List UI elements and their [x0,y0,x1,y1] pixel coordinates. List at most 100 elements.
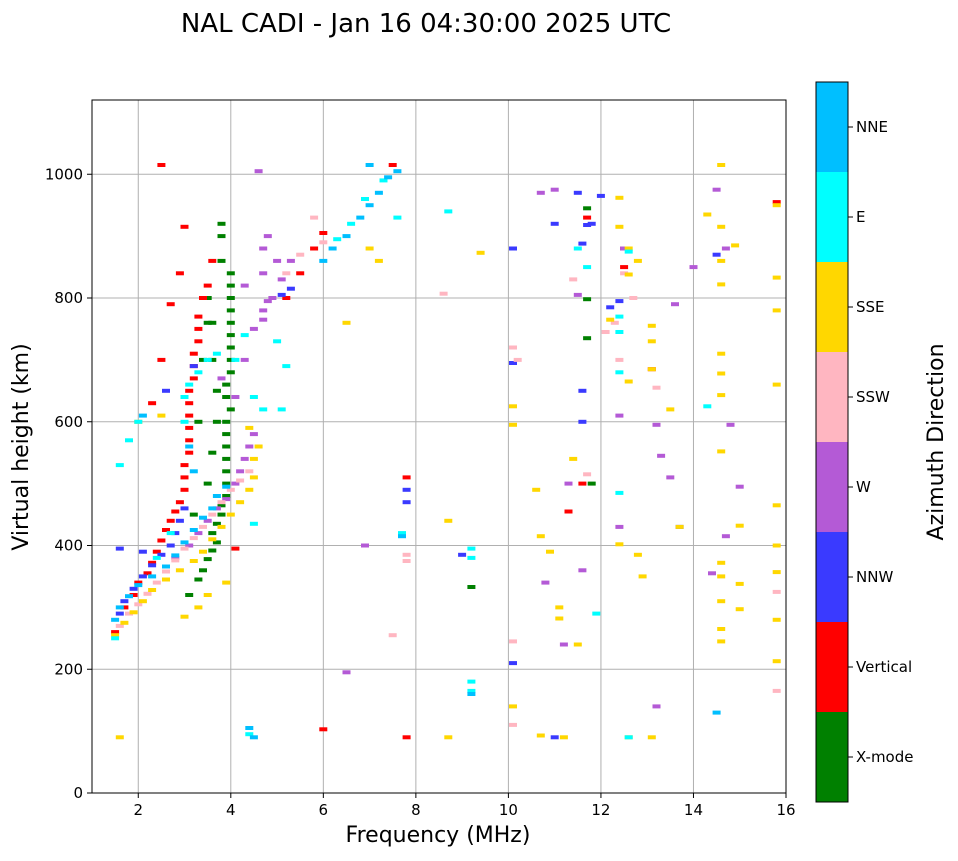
data-point [365,163,374,167]
data-point [467,585,476,589]
data-point [180,487,189,492]
data-point [564,481,573,486]
data-point [185,382,194,387]
data-point [226,407,235,412]
y-tick-label: 600 [54,413,83,431]
data-point [509,661,517,666]
y-tick-label: 800 [54,289,83,307]
data-point [189,528,198,532]
data-point [601,330,610,334]
data-point [208,357,217,362]
colorbar-segment [816,352,848,442]
data-point [467,546,476,551]
data-point [171,555,180,560]
data-point [731,243,740,248]
data-point [550,735,559,740]
data-point [222,419,231,424]
data-point [624,735,633,740]
data-point [157,357,166,362]
data-point [162,564,170,569]
data-point [162,569,170,574]
x-tick-label: 12 [591,801,610,819]
data-point [217,258,226,263]
data-point [203,593,212,597]
data-point [509,361,517,365]
data-point [175,271,184,276]
colorbar-tick-label: SSW [856,388,890,406]
data-point [231,357,240,362]
colorbar-tick-label: NNE [856,118,888,136]
data-point [245,487,254,492]
data-point [185,401,194,406]
data-point [249,521,258,526]
y-tick-label: 0 [73,784,83,802]
data-point [388,163,397,167]
data-point [652,385,661,390]
data-point [180,475,189,480]
data-point [231,395,240,399]
data-point [185,444,194,449]
data-point [212,388,221,393]
data-point [717,627,726,631]
data-point [319,727,328,732]
data-point [194,419,203,424]
data-point [249,735,258,740]
data-point [772,200,781,205]
series-e [111,178,712,740]
data-point [171,558,180,563]
data-point [134,583,143,588]
data-point [398,531,406,536]
data-point [115,605,124,610]
data-point [513,357,522,362]
data-point [546,549,554,554]
data-point [166,543,175,548]
data-point [573,190,582,195]
data-point [171,531,180,536]
data-point [615,314,624,319]
data-point [222,444,231,449]
data-point [148,401,157,406]
data-point [550,187,559,192]
data-point [148,560,157,565]
data-point [208,548,217,553]
data-point [772,688,781,693]
data-point [125,611,133,616]
data-point [615,370,624,375]
data-point [212,540,221,545]
data-point [402,552,411,557]
data-point [226,333,235,338]
data-point [310,246,319,251]
x-axis-label: Frequency (MHz) [346,823,531,848]
data-point [254,444,263,449]
data-point [726,422,735,427]
data-point [185,425,194,430]
data-point [222,395,231,399]
data-point [180,419,189,424]
data-point [772,382,781,387]
data-point [717,599,726,604]
data-point [717,560,726,565]
data-point [509,722,517,727]
data-point [189,376,198,381]
data-point [157,552,166,557]
data-point [254,169,263,174]
data-point [277,292,286,297]
data-point [180,506,189,511]
data-point [721,246,730,251]
data-point [217,376,226,381]
data-point [717,393,726,398]
data-point [162,388,170,393]
data-point [240,456,249,461]
grid-lines [92,100,787,794]
data-point [157,163,166,167]
data-point [393,215,402,220]
data-point [189,364,198,369]
data-point [583,223,592,227]
data-point [249,475,258,480]
data-point [712,252,721,257]
data-point [620,265,629,270]
data-point [509,639,517,644]
data-point [199,568,207,573]
axis-ticks: 2 4 6 8 10 12 14 16 0 200 400 600 800 1000 [45,165,796,819]
